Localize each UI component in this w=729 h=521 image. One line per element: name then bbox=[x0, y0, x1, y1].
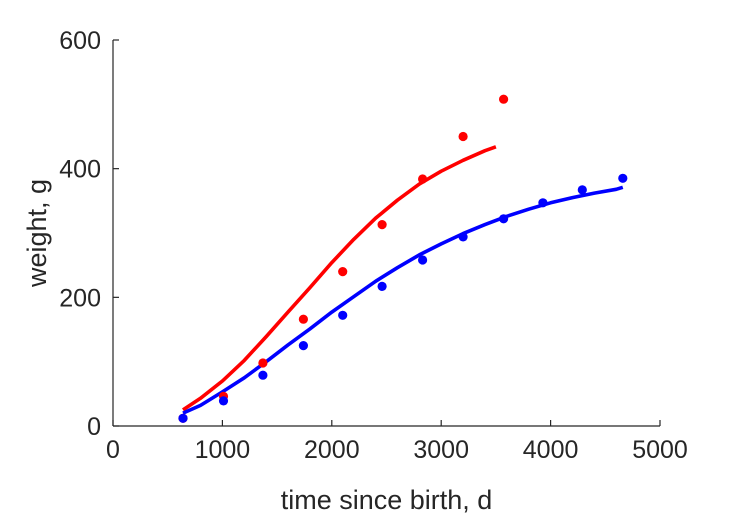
data-point bbox=[178, 413, 188, 423]
data-points bbox=[178, 94, 628, 423]
y-tick-label: 600 bbox=[59, 27, 101, 55]
data-point bbox=[499, 94, 509, 104]
x-tick-label: 1000 bbox=[195, 436, 251, 464]
data-point bbox=[338, 310, 348, 320]
x-tick-label: 0 bbox=[106, 436, 120, 464]
data-point bbox=[418, 174, 428, 184]
data-point bbox=[499, 214, 509, 224]
fit-lines bbox=[182, 145, 624, 415]
data-point bbox=[418, 255, 428, 265]
x-tick-label: 2000 bbox=[304, 436, 360, 464]
x-axis-title: time since birth, d bbox=[281, 485, 493, 515]
data-point bbox=[458, 232, 468, 242]
x-tick-label: 5000 bbox=[632, 436, 688, 464]
data-point bbox=[377, 281, 387, 291]
ticks: 0 1000 2000 3000 4000 5000 0 200 400 600 bbox=[59, 27, 688, 464]
data-point bbox=[258, 358, 268, 368]
data-point bbox=[458, 131, 468, 142]
y-axis-title: weight, g bbox=[22, 179, 52, 288]
data-point bbox=[298, 341, 308, 351]
x-tick-label: 4000 bbox=[523, 436, 579, 464]
y-tick-label: 400 bbox=[59, 156, 101, 184]
fit-line bbox=[182, 145, 497, 412]
data-point bbox=[538, 198, 548, 208]
y-tick-label: 0 bbox=[87, 413, 101, 441]
data-point bbox=[377, 220, 387, 230]
data-point bbox=[298, 314, 308, 324]
data-point bbox=[338, 267, 348, 277]
x-tick-label: 3000 bbox=[413, 436, 469, 464]
fit-line bbox=[182, 185, 624, 415]
axes bbox=[112, 40, 660, 427]
data-point bbox=[258, 370, 268, 380]
data-point bbox=[618, 173, 628, 183]
data-point bbox=[218, 396, 229, 406]
data-point bbox=[577, 185, 587, 195]
y-tick-label: 200 bbox=[59, 284, 101, 312]
